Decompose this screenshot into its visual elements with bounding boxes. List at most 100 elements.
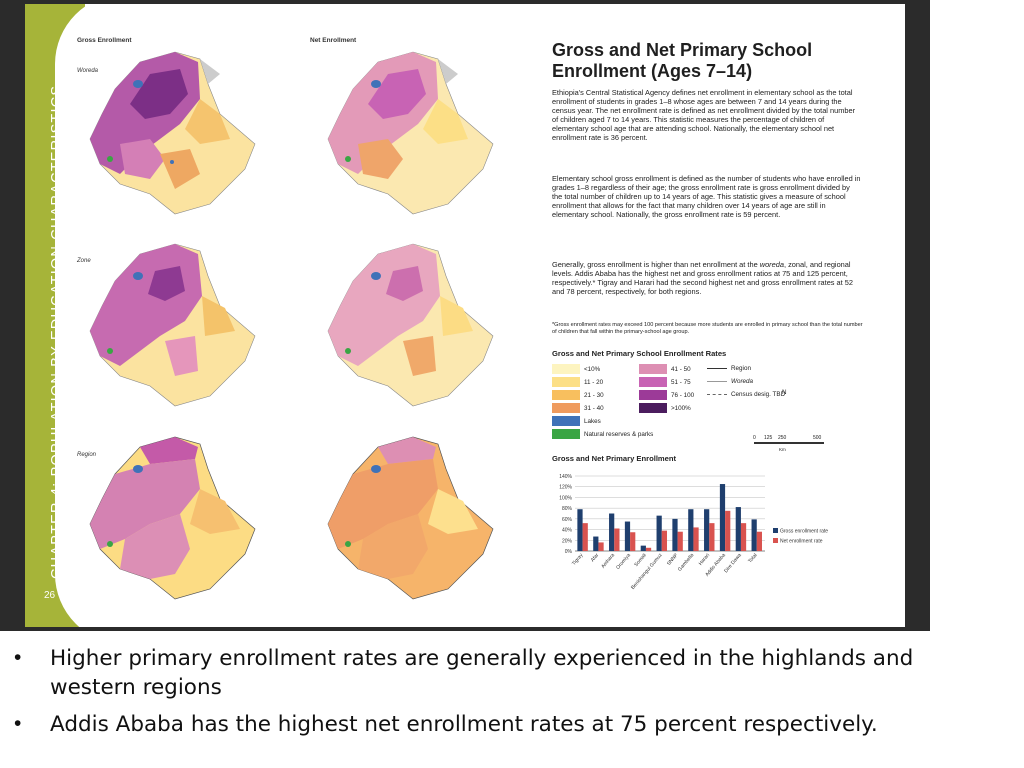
bullet-marker-2: • — [14, 712, 22, 735]
legend-swatch — [552, 377, 580, 387]
bar-gross — [751, 519, 757, 551]
bar-gross — [577, 509, 583, 551]
y-tick-label: 20% — [562, 538, 573, 544]
scale-label-125: 125 — [764, 435, 773, 441]
bar-gross — [672, 518, 678, 551]
legend-line-woreda: Woreda — [707, 378, 753, 385]
row-label-zone: Zone — [77, 258, 91, 264]
page-title: Gross and Net Primary School Enrollment … — [552, 40, 882, 82]
legend-label: 31 - 40 — [584, 405, 604, 412]
p3-text-b: , zonal, and regional levels. Addis Abab… — [552, 260, 853, 297]
bullet-text-2: Addis Ababa has the highest net enrollme… — [50, 712, 878, 737]
y-tick-label: 60% — [562, 517, 573, 523]
footnote: *Gross enrollment rates may exceed 100 p… — [552, 322, 863, 335]
slide-image-frame: CHAPTER 4: POPULATION BY EDUCATION CHARA… — [0, 0, 930, 631]
bar-net — [582, 523, 588, 551]
x-tick-label: Benishangul Gumuz — [630, 552, 664, 591]
bar-gross — [624, 521, 631, 551]
x-tick-label: Afar — [590, 552, 601, 563]
chart-legend-label: Gross enrollment rate — [780, 529, 828, 535]
bar-net — [740, 523, 747, 551]
legend-label: Natural reserves & parks — [584, 431, 654, 438]
bar-net — [756, 531, 762, 551]
scale-label-500: 500 — [813, 435, 822, 441]
bar-gross — [656, 515, 662, 551]
paragraph-gross-definition: Elementary school gross enrollment is de… — [552, 174, 861, 220]
y-tick-label: 0% — [565, 549, 573, 555]
x-tick-label: Oromiya — [615, 552, 632, 570]
legend-label: 41 - 50 — [671, 366, 691, 373]
scale-label-0: 0 — [753, 435, 756, 441]
scale-label-250: 250 — [778, 435, 787, 441]
x-tick-label: Gambella — [677, 552, 695, 572]
legend-swatch — [552, 429, 580, 439]
bar-net — [630, 532, 636, 551]
bar-gross — [719, 484, 726, 551]
bar-net — [693, 527, 699, 551]
bullet-marker-1: • — [14, 646, 22, 669]
x-tick-label: Dire Dawa — [723, 552, 743, 574]
bar-net — [645, 547, 652, 551]
legend-swatch — [552, 416, 580, 426]
bar-gross — [609, 513, 615, 551]
y-tick-label: 40% — [562, 528, 573, 534]
page-number: 26 — [44, 590, 56, 601]
x-tick-label: Tigray — [571, 552, 585, 567]
x-tick-label: Amhara — [600, 552, 616, 569]
north-arrow: N — [782, 389, 787, 396]
row-label-woreda: Woreda — [77, 68, 99, 74]
chart-legend-swatch — [773, 538, 778, 543]
bar-net — [598, 542, 604, 551]
legend-label: Lakes — [584, 418, 601, 425]
legend-swatch — [552, 390, 580, 400]
bar-gross — [593, 536, 599, 551]
scale-unit: Km — [779, 447, 786, 452]
bar-net — [709, 523, 715, 551]
legend-label: <10% — [584, 366, 601, 373]
bar-gross — [688, 509, 694, 551]
y-tick-label: 120% — [559, 485, 572, 491]
legend-label: 21 - 30 — [584, 392, 604, 399]
legend-line-census: Census desig. TBD — [707, 391, 785, 398]
map-net-region — [327, 436, 494, 600]
y-tick-label: 80% — [562, 506, 573, 512]
row-label-region: Region — [77, 452, 97, 458]
atlas-page: CHAPTER 4: POPULATION BY EDUCATION CHARA… — [25, 4, 905, 627]
legend-swatch — [552, 403, 580, 413]
legend-label: 76 - 100 — [671, 392, 695, 399]
col-label-net: Net Enrollment — [310, 37, 357, 44]
chart-legend-label: Net enrollment rate — [780, 539, 823, 545]
x-tick-label: SNNP — [666, 552, 680, 567]
x-tick-label: Total — [747, 552, 758, 564]
legend-line-region: Region — [707, 365, 751, 372]
title-line-2: Enrollment (Ages 7–14) — [552, 61, 753, 81]
chart-legend-swatch — [773, 528, 778, 533]
legend-title: Gross and Net Primary School Enrollment … — [552, 349, 727, 358]
paragraph-comparison: Generally, gross enrollment is higher th… — [552, 260, 862, 296]
chapter-label: CHAPTER 4: POPULATION BY EDUCATION CHARA… — [49, 84, 65, 579]
legend-swatch — [639, 364, 667, 374]
bar-gross — [640, 545, 646, 551]
bullet-text-1: Higher primary enrollment rates are gene… — [50, 646, 914, 700]
legend-label: >100% — [671, 405, 691, 412]
map-gross-woreda — [89, 51, 256, 215]
p3-woreda: woreda — [759, 260, 784, 269]
legend-swatch — [639, 403, 667, 413]
bar-net — [614, 528, 620, 551]
map-gross-region — [89, 436, 256, 600]
map-net-woreda — [327, 51, 494, 215]
y-tick-label: 100% — [559, 495, 572, 501]
x-tick-label: Somali — [633, 552, 647, 568]
legend-label: 11 - 20 — [584, 379, 604, 386]
bar-gross — [735, 507, 741, 551]
paragraph-net-definition: Ethiopia's Central Statistical Agency de… — [552, 88, 856, 143]
legend-swatch — [639, 390, 667, 400]
col-label-gross: Gross Enrollment — [77, 37, 132, 44]
y-tick-label: 140% — [559, 474, 572, 480]
x-tick-label: Harari — [698, 552, 711, 566]
bar-gross — [704, 509, 710, 551]
legend-swatch — [552, 364, 580, 374]
map-net-zone — [327, 243, 494, 407]
chart-title: Gross and Net Primary Enrollment — [552, 454, 677, 463]
scale-bar — [754, 442, 824, 444]
